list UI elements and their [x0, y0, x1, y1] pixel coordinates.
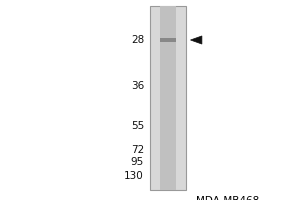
Text: 72: 72	[131, 145, 144, 155]
Text: 36: 36	[131, 81, 144, 91]
Text: 95: 95	[131, 157, 144, 167]
Bar	[160, 6, 176, 190]
Text: 28: 28	[131, 35, 144, 45]
Polygon shape	[190, 36, 202, 44]
Text: MDA-MB468: MDA-MB468	[196, 196, 260, 200]
Text: 55: 55	[131, 121, 144, 131]
Text: 130: 130	[124, 171, 144, 181]
Bar	[160, 38, 176, 42]
Bar	[150, 6, 186, 190]
